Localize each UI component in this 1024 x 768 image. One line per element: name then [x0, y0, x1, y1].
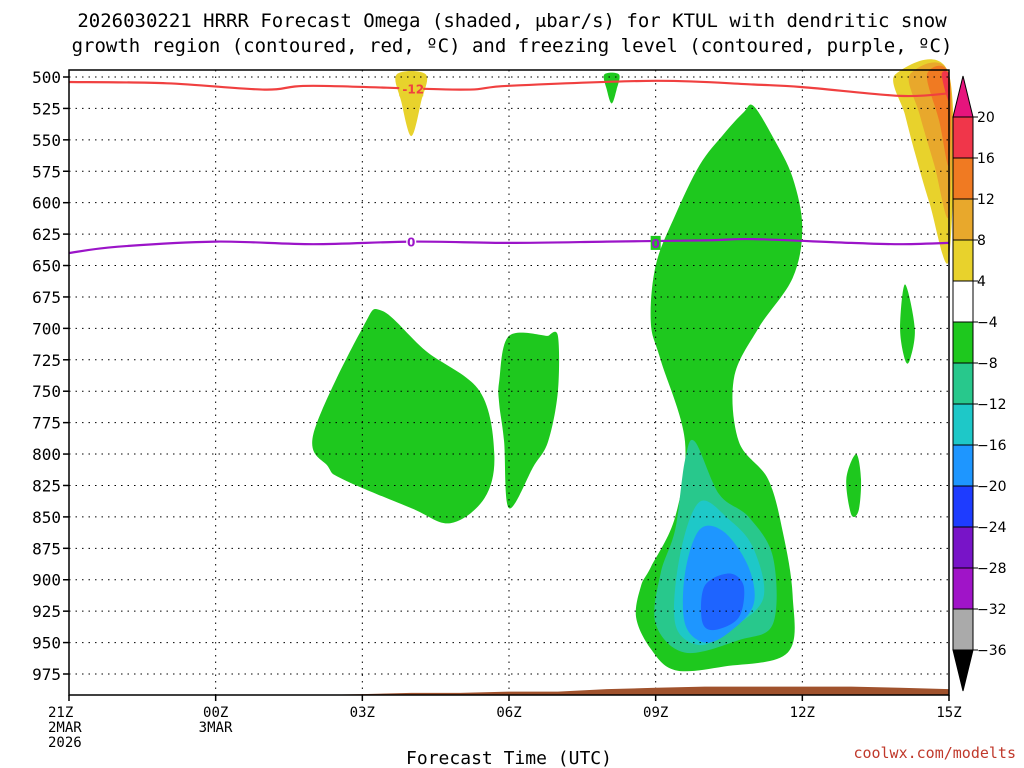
colorbar-swatch: [952, 485, 974, 528]
colorbar-swatch: [952, 198, 974, 241]
y-tick-label: 975: [32, 665, 61, 684]
colorbar-label: −12: [977, 397, 1007, 413]
colorbar-label: −20: [977, 479, 1007, 495]
colorbar-label: −32: [977, 602, 1007, 618]
freezing-contour-label: 0: [651, 237, 659, 251]
credit-text: coolwx.com/modelts: [853, 744, 1016, 762]
colorbar-label: −28: [977, 561, 1007, 577]
y-tick-label: 625: [32, 225, 61, 244]
y-tick-label: 775: [32, 414, 61, 433]
x-tick-label: 21Z: [48, 705, 73, 721]
freezing-contour-label: 0: [407, 236, 415, 250]
dendritic-contour-label: -12: [402, 82, 424, 96]
colorbar-swatch: [952, 403, 974, 446]
x-axis-label: Forecast Time (UTC): [406, 748, 612, 768]
colorbar-legend: 20 16 12 8 4 −4 −8 −12 −16 −20 −24 −28 −32 −36: [952, 75, 1007, 692]
colorbar-swatch: [952, 362, 974, 405]
terrain-fill: [69, 686, 949, 695]
green-region-08z-top: [603, 72, 620, 104]
colorbar-label: −4: [977, 315, 998, 331]
freezing-label-bg: [406, 234, 417, 249]
colorbar-label: −36: [977, 643, 1007, 659]
terrain-surface: [69, 686, 949, 695]
gridlines: [69, 70, 949, 695]
y-tick-label: 875: [32, 539, 61, 558]
y-tick-label: 800: [32, 445, 61, 464]
colorbar-swatch: [952, 321, 974, 364]
y-tick-label: 575: [32, 162, 61, 181]
omega-shaded-regions: [312, 59, 954, 672]
x-tick-date: 2MAR: [48, 720, 82, 736]
blue-region-09z: [700, 573, 745, 631]
y-tick-label: 900: [32, 571, 61, 590]
x-tick-year: 2026: [48, 735, 82, 751]
colorbar-swatch: [952, 567, 974, 610]
x-tick-label: 12Z: [790, 705, 815, 721]
green-region-06z: [498, 331, 560, 509]
y-tick-label: 925: [32, 602, 61, 621]
y-tick-label: 675: [32, 288, 61, 307]
y-tick-label: 850: [32, 508, 61, 527]
y-tick-label: 725: [32, 351, 61, 370]
green-region-13z-blob: [846, 454, 862, 518]
y-tick-label: 950: [32, 634, 61, 653]
temperature-contours: -12 0 0: [68, 79, 950, 255]
freezing-contour-line: [68, 237, 950, 255]
colorbar-swatch: [952, 157, 974, 200]
x-tick-label: 03Z: [350, 705, 375, 721]
y-tick-label: 650: [32, 257, 61, 276]
colorbar-swatch: [952, 280, 974, 323]
colorbar-label: −8: [977, 356, 998, 372]
dendritic-contour-line: [68, 79, 950, 98]
x-tick-label: 00Z: [203, 705, 228, 721]
colorbar-label: −24: [977, 520, 1007, 536]
colorbar-label: −16: [977, 438, 1007, 454]
y-axis-pressure: 500 525 550 575 600 625 650 675 700 725 750 775 800 8…: [32, 68, 69, 684]
x-tick-date: 3MAR: [199, 720, 233, 736]
y-tick-label: 550: [32, 131, 61, 150]
y-tick-label: 500: [32, 68, 61, 87]
colorbar-label: 4: [977, 274, 986, 290]
colorbar-swatch: [952, 444, 974, 487]
colorbar-bottom-arrow: [952, 649, 974, 692]
y-tick-label: 750: [32, 382, 61, 401]
colorbar-label: 12: [977, 192, 995, 208]
x-tick-label: 09Z: [643, 705, 668, 721]
chart-title-line-1: 2026030221 HRRR Forecast Omega (shaded, …: [77, 10, 947, 32]
y-tick-label: 700: [32, 319, 61, 338]
x-tick-label: 06Z: [496, 705, 521, 721]
colorbar-label: 16: [977, 151, 995, 167]
green-region-14z-blob: [900, 284, 915, 364]
freezing-label-bg: [650, 235, 661, 250]
colorbar-label: 8: [977, 233, 986, 249]
colorbar-swatch: [952, 608, 974, 651]
y-tick-label: 825: [32, 476, 61, 495]
y-tick-label: 600: [32, 194, 61, 213]
chart-title-line-2: growth region (contoured, red, ºC) and f…: [72, 35, 953, 57]
orange-region-15z-right: [926, 65, 952, 167]
green-region-03z: [312, 309, 495, 524]
colorbar-top-arrow: [952, 75, 974, 118]
colorbar-label: 20: [977, 110, 995, 126]
dendritic-label-bg: [399, 80, 424, 97]
colorbar-swatch: [952, 239, 974, 282]
y-tick-label: 525: [32, 99, 61, 118]
colorbar-swatch: [952, 116, 974, 159]
colorbar-swatch: [952, 526, 974, 569]
x-tick-label: 15Z: [936, 705, 961, 721]
